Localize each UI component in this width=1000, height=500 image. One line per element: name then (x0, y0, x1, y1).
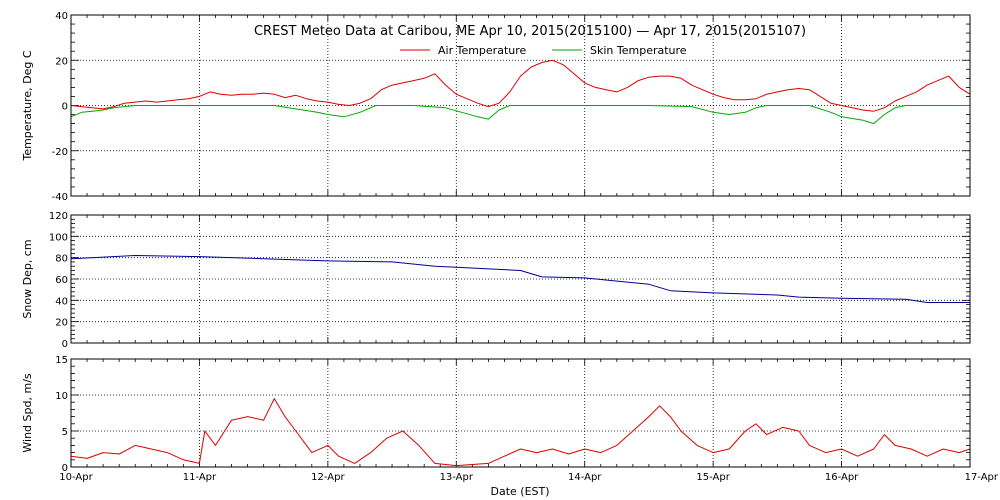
x-tick-label: 11-Apr (183, 472, 217, 483)
x-tick-label: 10-Apr (59, 472, 93, 483)
y-tick-label: 0 (62, 102, 68, 113)
y-tick-label: 15 (55, 355, 68, 366)
legend-label-skin-temperature: Skin Temperature (590, 44, 687, 57)
chart-title: CREST Meteo Data at Caribou, ME Apr 10, … (254, 24, 806, 39)
y-tick-label: -40 (52, 192, 68, 203)
legend-label-air-temperature: Air Temperature (438, 44, 527, 57)
x-tick-label: 14-Apr (568, 472, 602, 483)
x-tick-label: 17-Apr (965, 472, 999, 483)
y-tick-label: 120 (49, 211, 68, 222)
x-tick-label: 12-Apr (311, 472, 345, 483)
y-tick-label: -20 (52, 147, 68, 158)
y-tick-label: 40 (55, 11, 68, 22)
x-tick-label: 15-Apr (696, 472, 730, 483)
y-tick-label: 20 (55, 318, 68, 329)
y-axis-label: Wind Spd, m/s (21, 373, 34, 453)
y-tick-label: 100 (49, 232, 68, 243)
y-tick-label: 0 (62, 339, 68, 350)
y-axis-label: Snow Dep, cm (21, 239, 34, 318)
y-tick-label: 20 (55, 56, 68, 67)
x-axis-label: Date (EST) (490, 485, 549, 498)
x-tick-label: 13-Apr (440, 472, 474, 483)
y-tick-label: 60 (55, 275, 68, 286)
y-tick-label: 80 (55, 254, 68, 265)
x-tick-label: 16-Apr (825, 472, 859, 483)
y-tick-label: 10 (55, 391, 68, 402)
y-tick-label: 5 (62, 427, 68, 438)
y-axis-label: Temperature, Deg C (21, 50, 34, 161)
y-tick-label: 40 (55, 296, 68, 307)
